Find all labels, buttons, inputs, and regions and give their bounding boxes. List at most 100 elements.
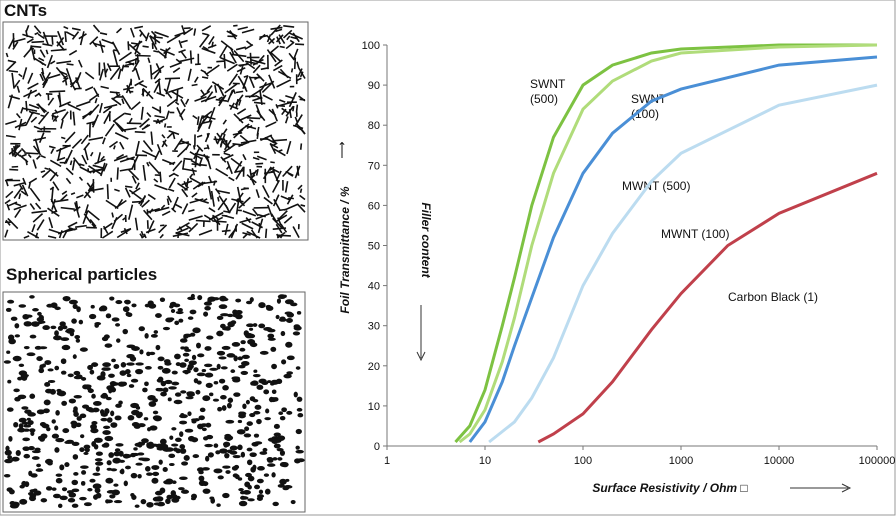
particle	[134, 442, 143, 447]
particle	[250, 380, 259, 386]
nanotube	[71, 159, 76, 171]
nanotube	[90, 151, 94, 157]
nanotube	[261, 185, 270, 198]
particle	[218, 378, 226, 384]
nanotube	[249, 169, 253, 177]
particle	[170, 494, 178, 499]
particle	[252, 323, 258, 328]
particle	[145, 466, 151, 472]
nanotube	[294, 116, 299, 124]
nanotube	[131, 175, 137, 184]
nanotube	[192, 114, 198, 120]
particle	[193, 378, 199, 384]
particle	[67, 373, 74, 378]
nanotube	[185, 224, 192, 230]
nanotube	[146, 162, 150, 167]
particle	[105, 499, 110, 504]
nanotube	[69, 82, 75, 86]
nanotube	[295, 104, 299, 113]
particle	[113, 451, 121, 457]
nanotube	[5, 52, 9, 58]
particle	[45, 458, 53, 465]
particle	[219, 448, 228, 454]
nanotube	[163, 123, 167, 128]
nanotube	[242, 154, 247, 161]
nanotube	[135, 68, 141, 81]
nanotube	[31, 224, 36, 233]
particle	[13, 388, 20, 393]
nanotube	[91, 168, 105, 173]
particle	[118, 459, 126, 463]
nanotube	[111, 212, 115, 218]
particle	[146, 351, 151, 357]
particle	[82, 404, 90, 409]
particle	[279, 478, 287, 485]
particle	[94, 487, 101, 494]
particle	[297, 412, 304, 418]
nanotube	[183, 157, 193, 161]
particle	[258, 489, 264, 494]
particle	[91, 362, 99, 368]
particle	[150, 443, 159, 447]
nanotube	[75, 77, 81, 90]
nanotube	[294, 165, 301, 179]
nanotube	[134, 130, 146, 134]
particle	[54, 425, 59, 431]
nanotube	[211, 41, 214, 48]
particle	[175, 448, 181, 454]
nanotube	[111, 97, 122, 106]
particle	[254, 484, 261, 490]
particle	[295, 445, 300, 450]
nanotube	[255, 104, 263, 119]
particle	[36, 463, 41, 468]
nanotube	[161, 134, 166, 139]
particle	[38, 367, 45, 374]
nanotube	[199, 34, 210, 48]
nanotube	[215, 168, 229, 177]
particle	[134, 504, 140, 508]
particle	[196, 342, 201, 349]
particle	[276, 447, 284, 452]
particle	[184, 371, 189, 375]
particle	[45, 388, 53, 394]
nanotube	[25, 159, 28, 166]
particle	[216, 315, 224, 320]
nanotube	[117, 198, 124, 207]
nanotube	[269, 166, 275, 171]
nanotube	[168, 177, 176, 189]
particle	[150, 333, 158, 338]
particle	[174, 320, 180, 326]
particle	[109, 494, 116, 499]
particle	[200, 423, 208, 427]
particle	[124, 299, 131, 305]
particle	[40, 433, 48, 439]
particle	[273, 432, 281, 437]
particle	[115, 443, 124, 447]
nanotube	[253, 101, 266, 105]
nanotube	[140, 230, 145, 236]
nanotube	[140, 106, 144, 120]
nanotube	[47, 97, 55, 106]
particle	[267, 333, 275, 339]
nanotube	[6, 203, 11, 211]
nanotube	[272, 142, 278, 147]
nanotube	[79, 163, 85, 167]
nanotube	[176, 222, 190, 231]
nanotube	[39, 73, 45, 82]
particle	[259, 350, 269, 355]
particle	[3, 474, 11, 478]
particle	[190, 293, 195, 299]
nanotube	[216, 60, 226, 63]
particle	[180, 346, 186, 350]
particle	[6, 350, 11, 354]
particle	[72, 409, 78, 414]
nanotube	[119, 168, 133, 172]
nanotube	[230, 223, 239, 239]
nanotube	[64, 131, 76, 144]
particle	[278, 317, 287, 322]
nanotube	[226, 63, 238, 72]
particle	[113, 499, 123, 504]
particle	[22, 437, 30, 442]
nanotube	[65, 177, 72, 185]
particle	[285, 341, 293, 348]
